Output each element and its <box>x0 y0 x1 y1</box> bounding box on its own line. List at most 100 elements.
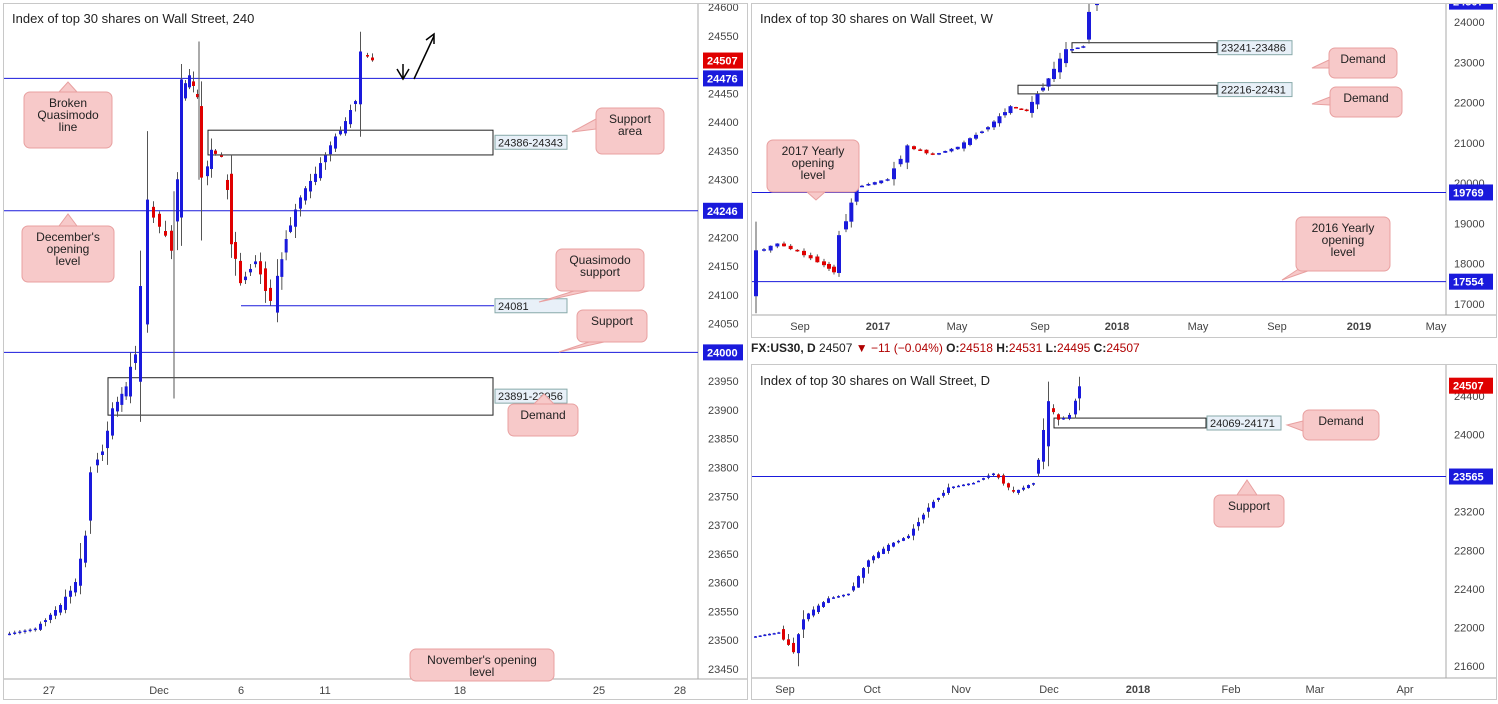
price-tag-17554-bg <box>1449 273 1493 290</box>
candleD-candle <box>812 609 815 616</box>
y-tick-label: 23550 <box>708 606 739 618</box>
zone-label-text: 24386-24343 <box>498 137 563 149</box>
candle240-candle <box>101 451 104 455</box>
candle240-candle <box>79 558 82 586</box>
candleW-candle <box>949 148 954 152</box>
candleD-candle <box>867 560 870 567</box>
candle240-candle <box>64 596 67 610</box>
price-tag-24476-bg <box>703 70 743 87</box>
down-arrow-icon: ▼ <box>855 341 868 355</box>
price-tag-24507-bg <box>1449 0 1493 10</box>
callout-support-area-text-line: area <box>618 124 642 138</box>
chart-weekly-panel: 24000 23000 22000 21000 20000 19000 18000 17000… <box>751 0 1497 338</box>
candleW-candle <box>937 153 941 155</box>
candleD-candle <box>1047 401 1050 447</box>
candle240-candle <box>23 630 27 633</box>
price-tag-24000-text: 24000 <box>707 347 738 359</box>
x-tick-label: 18 <box>454 685 466 697</box>
price-tag-24000-bg <box>703 344 743 361</box>
candle240-candle <box>244 276 247 281</box>
candle240-candle <box>344 121 347 134</box>
candleD-candle <box>817 605 820 613</box>
y-tick-label: 24400 <box>708 117 739 129</box>
callout-support-text-line: Support <box>591 314 634 328</box>
callout-quasimodo-support-box <box>555 248 645 292</box>
candleW-candle <box>885 179 890 181</box>
candleD-candle <box>877 552 880 558</box>
candleD-candle <box>754 636 757 638</box>
candleW-candle <box>1070 49 1074 51</box>
x-tick-label: May <box>1188 321 1209 333</box>
candleW-candle <box>815 256 820 263</box>
candle240-candle <box>226 179 229 190</box>
callout-weekly-demand-1-text-line: Demand <box>1340 52 1385 66</box>
y-tick-label: 24000 <box>1454 430 1485 442</box>
candle240-candle <box>28 629 32 632</box>
candle240-candle <box>180 79 183 218</box>
candleW-candle <box>1095 3 1099 6</box>
candleD-candle <box>1062 417 1065 420</box>
chart-daily[interactable]: 2440024000236002320022800224002200021600… <box>752 365 1496 699</box>
chart-240[interactable]: 2460024550245002445024400243502430024250… <box>4 2 747 699</box>
x-tick-label: Nov <box>951 684 971 696</box>
price-tag-23565-text: 23565 <box>1453 472 1484 484</box>
candleD-candle <box>842 594 845 597</box>
candleD-candle <box>782 629 785 640</box>
price-tag-24507-bg <box>703 52 743 69</box>
candleW-candle <box>898 158 903 165</box>
y-tick-label: 23000 <box>1454 57 1485 69</box>
candleD-candle <box>787 639 790 645</box>
candle240-candle <box>13 632 17 635</box>
candleD-candle <box>952 486 955 489</box>
candle240-candle <box>116 401 119 412</box>
candle240-candle <box>33 628 37 631</box>
candleD-candle <box>1002 475 1005 484</box>
y-tick-label: 23650 <box>708 549 739 561</box>
candleW-candle <box>879 180 884 184</box>
callout-weekly-demand-1: Demand <box>1311 47 1398 79</box>
callout-weekly-demand-2-box <box>1329 86 1403 118</box>
callout-2016-open-text-line: opening <box>1322 233 1365 247</box>
candleD-candle <box>947 487 950 493</box>
price-tag-23565-bg <box>1449 468 1493 485</box>
y-tick-label: 24550 <box>708 31 739 43</box>
candleD-candle <box>957 485 960 488</box>
candleW-candle <box>866 183 871 186</box>
candle240-candle <box>39 623 42 630</box>
candle240-candle <box>129 366 132 397</box>
y-tick-label: 23850 <box>708 434 739 446</box>
candleD-candle <box>807 613 810 620</box>
zone-label-bg <box>494 298 568 314</box>
x-tick-label: Oct <box>863 684 880 696</box>
candleD-candle <box>937 497 940 500</box>
candleW-candle <box>962 142 966 149</box>
high-label: H: <box>996 341 1009 355</box>
candleW-candle <box>1035 93 1040 105</box>
change-value: −11 (−0.04%) <box>870 341 943 355</box>
zone-label-bg <box>1217 40 1293 56</box>
x-tick-label: Sep <box>790 321 810 333</box>
candle240-candle <box>59 604 62 613</box>
candleW-candle <box>968 138 972 145</box>
candle240-candle <box>206 166 209 177</box>
y-tick-label: 23500 <box>708 635 739 647</box>
callout-demand-text-line: Demand <box>520 408 565 422</box>
candleD-candle <box>962 484 965 487</box>
x-tick-label: Dec <box>1039 684 1059 696</box>
candleW-candle <box>1064 49 1068 64</box>
candleW-candle <box>974 134 978 139</box>
y-tick-label: 17000 <box>1454 299 1485 311</box>
callout-support-box <box>576 309 648 343</box>
candleW-candle <box>775 243 780 247</box>
low-value: 24495 <box>1056 341 1091 355</box>
candleW-candle <box>788 245 793 250</box>
price-tag-24507-text: 24507 <box>707 56 738 68</box>
y-tick-label: 23200 <box>1454 507 1485 519</box>
candle240-candle <box>69 590 72 597</box>
chart-weekly[interactable]: 2400023000220002100020000190001800017000… <box>752 0 1496 337</box>
candle240-candle <box>249 268 252 273</box>
candle240-candle <box>200 106 203 178</box>
candleD-candle <box>1017 489 1020 493</box>
